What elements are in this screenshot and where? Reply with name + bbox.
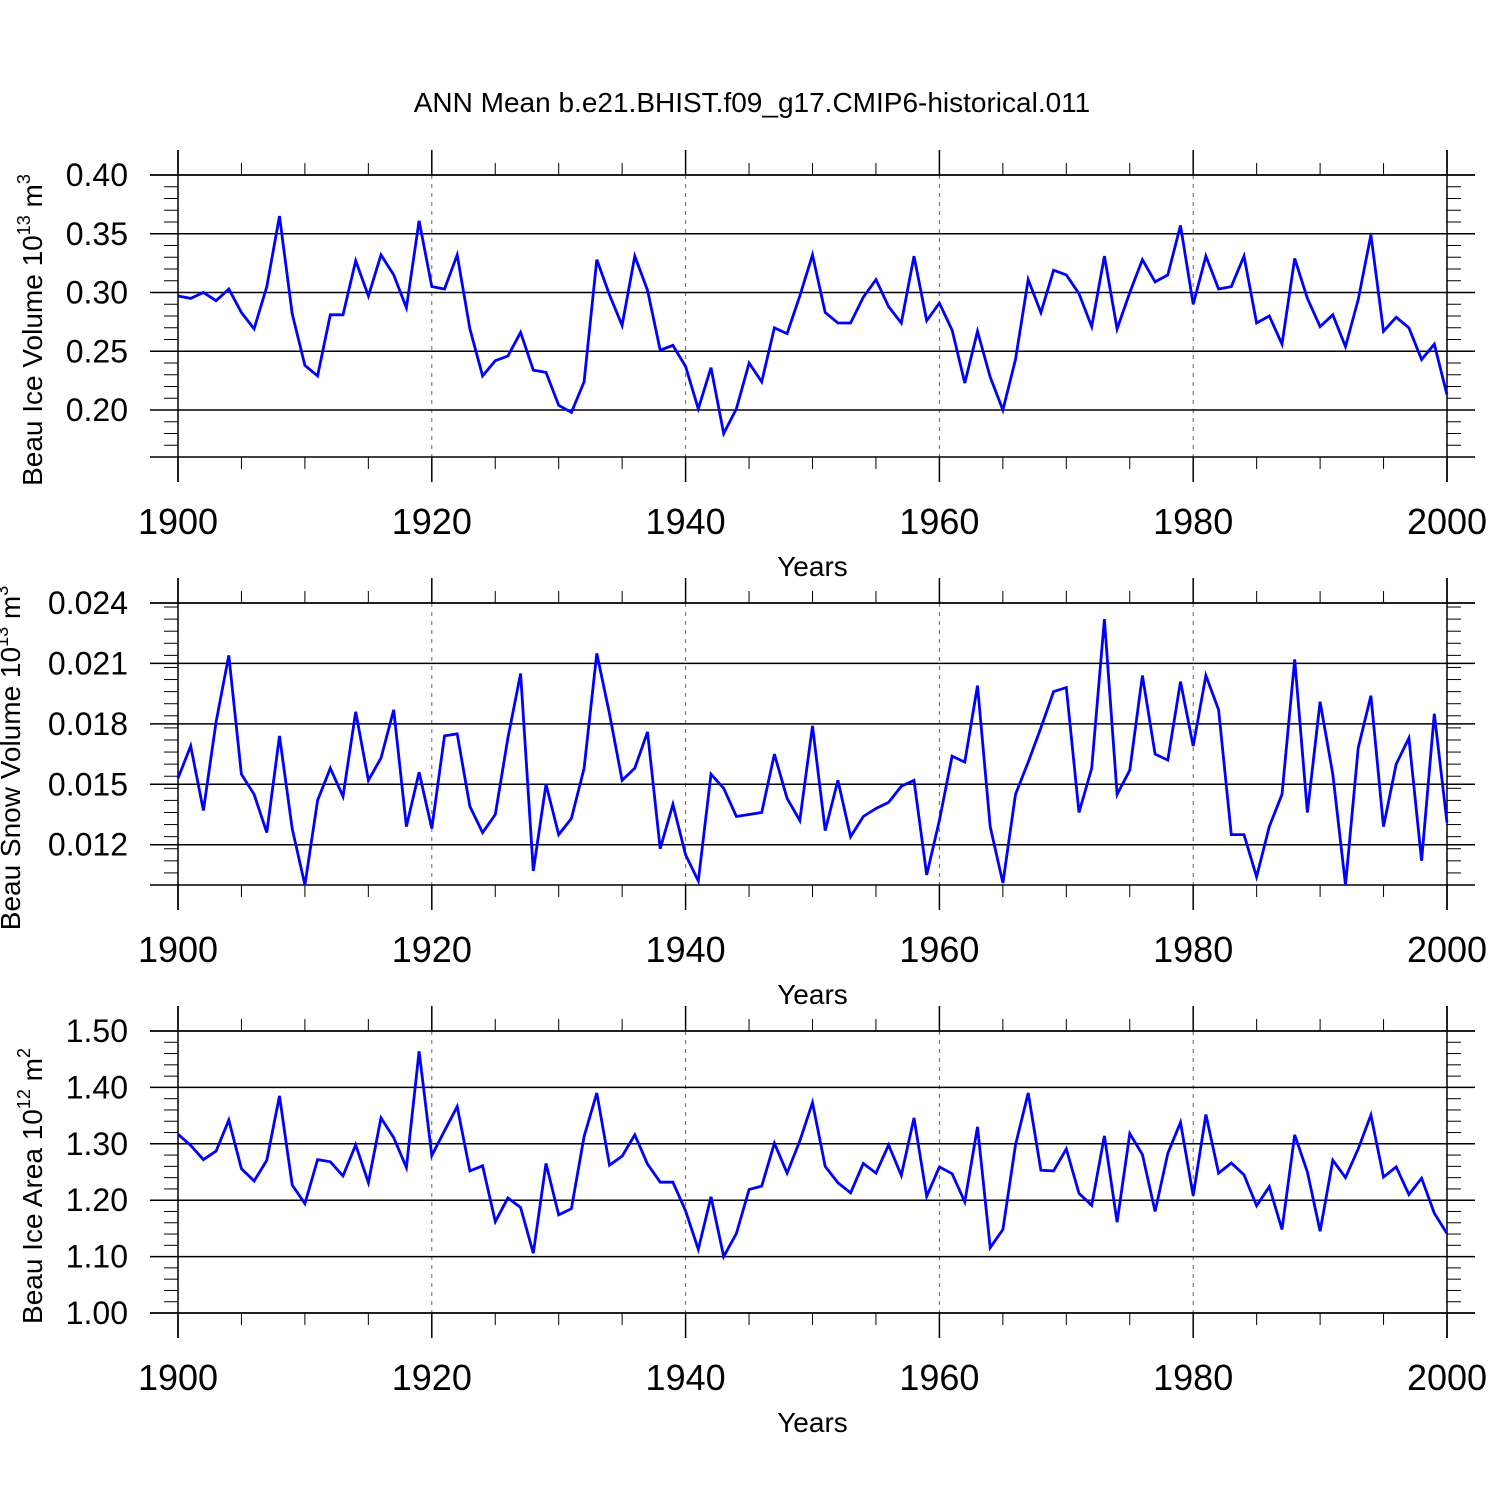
y-axis-label: Beau Snow Volume 1013 m3: [0, 586, 26, 930]
x-tick-label: 1940: [646, 1357, 726, 1398]
y-tick-label: 1.30: [66, 1126, 128, 1162]
y-tick-label: 0.30: [66, 275, 128, 311]
x-tick-label: 2000: [1407, 501, 1487, 542]
data-series-line: [177, 1051, 1449, 1261]
y-tick-label: 0.015: [48, 766, 128, 802]
y-tick-label: 0.012: [48, 827, 128, 863]
x-tick-label: 1900: [138, 1357, 218, 1398]
x-tick-label: 1960: [899, 1357, 979, 1398]
x-tick-label: 1940: [646, 929, 726, 970]
x-axis-label: Years: [777, 551, 848, 582]
y-axis-label-exponent: 13: [14, 215, 34, 235]
y-axis-label-unit-exponent: 3: [14, 174, 34, 184]
x-tick-label: 1900: [138, 929, 218, 970]
y-tick-label: 0.20: [66, 392, 128, 428]
y-tick-label: 0.25: [66, 333, 128, 369]
y-tick-label: 1.20: [66, 1182, 128, 1218]
x-tick-label: 1900: [138, 501, 218, 542]
y-axis-label-unit: m: [0, 596, 26, 627]
y-axis-label-text: Beau Ice Volume 10: [17, 235, 48, 486]
y-axis-label-unit: m: [17, 1058, 48, 1089]
x-tick-label: 1920: [392, 501, 472, 542]
y-tick-label: 0.024: [48, 585, 128, 621]
y-axis-label-exponent: 12: [14, 1089, 34, 1109]
data-series-line: [177, 215, 1449, 438]
y-axis-label-exponent: 13: [0, 627, 12, 647]
x-tick-label: 1960: [899, 501, 979, 542]
x-tick-label: 1960: [899, 929, 979, 970]
y-tick-label: 0.40: [66, 157, 128, 193]
y-tick-label: 1.50: [66, 1013, 128, 1049]
x-tick-label: 1980: [1153, 501, 1233, 542]
x-tick-label: 2000: [1407, 929, 1487, 970]
x-tick-label: 1920: [392, 929, 472, 970]
y-axis-label: Beau Ice Volume 1013 m3: [14, 174, 48, 486]
x-tick-label: 1980: [1153, 929, 1233, 970]
chart-panels: 1900 1920 1940 1960 1980 2000 0.40 0.35 0.30 0.25…: [0, 150, 1487, 1438]
x-axis-label: Years: [777, 979, 848, 1010]
chart-panel-1: 1900 1920 1940 1960 1980 2000 0.40 0.35 0.30 0.25…: [14, 150, 1487, 582]
y-tick-label: 0.35: [66, 216, 128, 252]
chart-panel-3: 1900 1920 1940 1960 1980 2000 1.50 1.40 1.30 1.20…: [14, 1006, 1487, 1438]
x-axis-label: Years: [777, 1407, 848, 1438]
y-axis-label: Beau Ice Area 1012 m2: [14, 1048, 48, 1324]
y-axis-label-text: Beau Snow Volume 10: [0, 647, 26, 930]
y-tick-label: 0.021: [48, 645, 128, 681]
y-tick-label: 1.40: [66, 1069, 128, 1105]
chart-panel-2: 1900 1920 1940 1960 1980 2000 0.024 0.021 0.018 0…: [0, 578, 1487, 1010]
x-tick-label: 1980: [1153, 1357, 1233, 1398]
y-axis-label-text: Beau Ice Area 10: [17, 1109, 48, 1324]
y-axis-label-unit-exponent: 3: [0, 586, 12, 596]
y-tick-label: 1.00: [66, 1295, 128, 1331]
chart-title: ANN Mean b.e21.BHIST.f09_g17.CMIP6-histo…: [414, 87, 1090, 118]
x-tick-label: 1940: [646, 501, 726, 542]
x-tick-label: 2000: [1407, 1357, 1487, 1398]
x-tick-label: 1920: [392, 1357, 472, 1398]
y-tick-label: 1.10: [66, 1239, 128, 1275]
y-tick-label: 0.018: [48, 706, 128, 742]
y-axis-label-unit: m: [17, 184, 48, 215]
y-axis-label-unit-exponent: 2: [14, 1048, 34, 1058]
